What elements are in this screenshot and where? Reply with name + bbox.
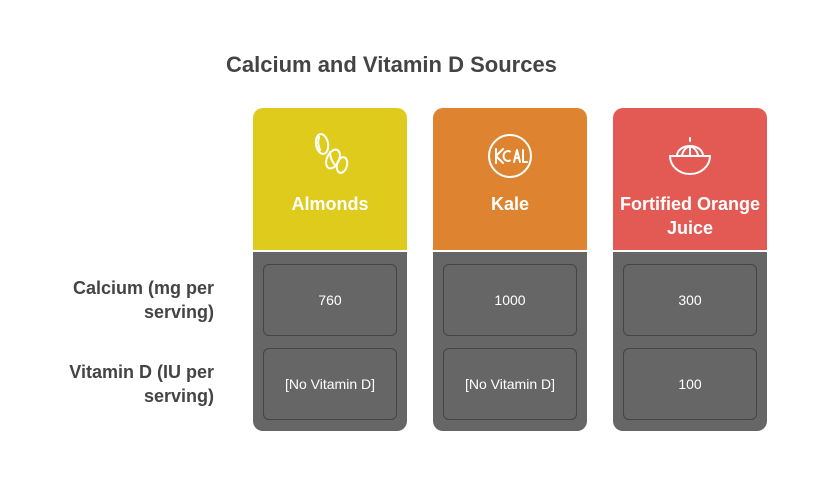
column-body-kale: 1000 [No Vitamin D] xyxy=(433,252,587,431)
column-name-orange-juice: Fortified Orange Juice xyxy=(619,194,760,238)
cell-almonds-vitamin-d: [No Vitamin D] xyxy=(263,348,397,420)
column-body-orange-juice: 300 100 xyxy=(613,252,767,431)
cell-kale-calcium: 1000 xyxy=(443,264,577,336)
column-almonds: Almonds 760 [No Vitamin D] xyxy=(253,108,407,431)
column-header-almonds: Almonds xyxy=(253,108,407,250)
orange-juicer-icon xyxy=(662,128,718,184)
column-body-almonds: 760 [No Vitamin D] xyxy=(253,252,407,431)
cell-almonds-calcium: 760 xyxy=(263,264,397,336)
column-name-almonds: Almonds xyxy=(291,194,369,214)
kcal-icon xyxy=(482,128,538,184)
row-label-vitamin-d: Vitamin D (IU per serving) xyxy=(69,362,214,406)
column-orange-juice: Fortified Orange Juice 300 100 xyxy=(613,108,767,431)
diagram-title: Calcium and Vitamin D Sources xyxy=(226,52,557,77)
row-label-calcium: Calcium (mg per serving) xyxy=(72,278,214,322)
column-header-orange-juice: Fortified Orange Juice xyxy=(613,108,767,250)
cell-kale-vitamin-d: [No Vitamin D] xyxy=(443,348,577,420)
almond-icon xyxy=(302,128,358,184)
column-name-kale: Kale xyxy=(490,194,530,214)
column-kale: Kale 1000 [No Vitamin D] xyxy=(433,108,587,431)
cell-orange-juice-vitamin-d: 100 xyxy=(623,348,757,420)
cell-orange-juice-calcium: 300 xyxy=(623,264,757,336)
column-header-kale: Kale xyxy=(433,108,587,250)
